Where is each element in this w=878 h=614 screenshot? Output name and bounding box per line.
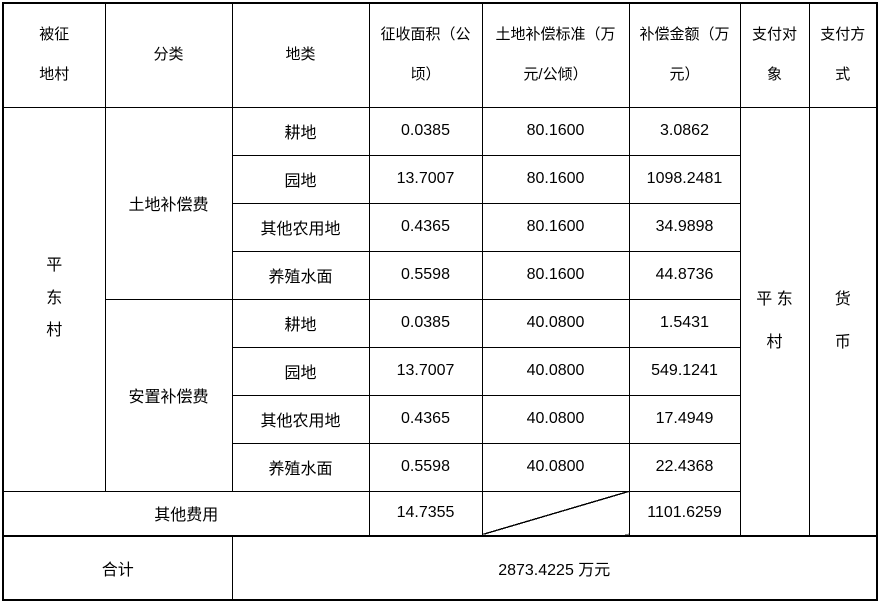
other-fees-area-cell: 14.7355 (368, 490, 483, 537)
area-value-cell: 13.7007 (368, 346, 483, 396)
table-row: 安置补偿费 耕地 0.0385 40.0800 1.5431 (3, 298, 877, 492)
table-row: 园地 13.7007 40.0800 549.1241 (3, 346, 877, 396)
amount-value-cell: 3.0862 (628, 106, 741, 156)
group-cell-resettlement-compensation: 安置补偿费 (104, 298, 233, 492)
other-fees-label-cell: 其他费用 (2, 490, 370, 537)
header-cell-category: 分类 (104, 2, 233, 108)
land-type-cell: 耕地 (231, 106, 370, 156)
standard-value-cell: 40.0800 (481, 442, 630, 492)
header-cell-area: 征收面积（公 顷） (368, 2, 483, 108)
header-cell-pay-method: 支付方 式 (808, 2, 878, 108)
land-type-cell: 园地 (231, 346, 370, 396)
area-value-cell: 0.0385 (368, 298, 483, 348)
land-type-cell: 其他农用地 (231, 202, 370, 252)
table-row: 养殖水面 0.5598 40.0800 22.4368 (3, 442, 877, 492)
table-row: 其他农用地 0.4365 80.1600 34.9898 (3, 202, 877, 252)
village-name-cell: 平 东 村 (2, 106, 106, 492)
table-row: 养殖水面 0.5598 80.1600 44.8736 (3, 250, 877, 300)
amount-value-cell: 44.8736 (628, 250, 741, 300)
amount-value-cell: 22.4368 (628, 442, 741, 492)
standard-value-cell: 80.1600 (481, 106, 630, 156)
header-cell-pay-target: 支付对 象 (739, 2, 810, 108)
land-type-cell: 养殖水面 (231, 250, 370, 300)
land-type-cell: 耕地 (231, 298, 370, 348)
group-cell-land-compensation: 土地补偿费 (104, 106, 233, 300)
standard-value-cell: 80.1600 (481, 250, 630, 300)
table-row: 其他农用地 0.4365 40.0800 17.4949 (3, 394, 877, 444)
other-fees-amount-cell: 1101.6259 (628, 490, 741, 537)
land-compensation-table: 被征 地村 分类 地类 征收面积（公 顷） 土地补偿标准（万 元/公倾） 补偿金… (2, 2, 878, 601)
area-value-cell: 0.4365 (368, 394, 483, 444)
amount-value-cell: 1.5431 (628, 298, 741, 348)
header-cell-standard: 土地补偿标准（万 元/公倾） (481, 2, 630, 108)
diagonal-slash-cell (481, 490, 630, 537)
other-fees-row: 其他费用 14.7355 1101.6259 (2, 490, 877, 537)
standard-value-cell: 80.1600 (481, 202, 630, 252)
standard-value-cell: 40.0800 (481, 346, 630, 396)
payment-target-cell: 平 东 村 (739, 106, 810, 537)
amount-value-cell: 549.1241 (628, 346, 741, 396)
header-cell-land-type: 地类 (231, 2, 370, 108)
standard-value-cell: 80.1600 (481, 154, 630, 204)
amount-value-cell: 34.9898 (628, 202, 741, 252)
standard-value-cell: 40.0800 (481, 394, 630, 444)
amount-value-cell: 17.4949 (628, 394, 741, 444)
area-value-cell: 0.5598 (368, 250, 483, 300)
area-value-cell: 0.4365 (368, 202, 483, 252)
amount-value-cell: 1098.2481 (628, 154, 741, 204)
header-cell-amount: 补偿金额（万 元） (628, 2, 741, 108)
area-value-cell: 0.5598 (368, 442, 483, 492)
area-value-cell: 0.0385 (368, 106, 483, 156)
table-header-row: 被征 地村 分类 地类 征收面积（公 顷） 土地补偿标准（万 元/公倾） 补偿金… (2, 2, 878, 108)
total-value-cell: 2873.4225 万元 (231, 535, 878, 601)
table-row: 平 东 村 土地补偿费 耕地 0.0385 80.1600 3.0862 平 东… (2, 106, 878, 537)
area-value-cell: 13.7007 (368, 154, 483, 204)
header-cell-village: 被征 地村 (2, 2, 106, 108)
payment-method-cell: 货 币 (808, 106, 878, 537)
table-row: 园地 13.7007 80.1600 1098.2481 (3, 154, 877, 204)
land-type-cell: 养殖水面 (231, 442, 370, 492)
total-label-cell: 合计 (2, 535, 233, 601)
standard-value-cell: 40.0800 (481, 298, 630, 348)
land-type-cell: 其他农用地 (231, 394, 370, 444)
land-type-cell: 园地 (231, 154, 370, 204)
total-row: 合计 2873.4225 万元 (2, 535, 878, 601)
